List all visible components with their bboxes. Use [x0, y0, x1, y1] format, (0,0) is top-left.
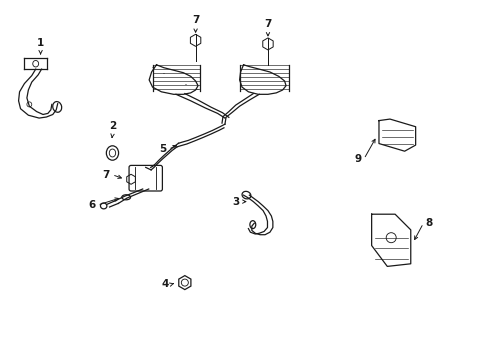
Text: 5: 5 — [159, 144, 166, 154]
Text: 2: 2 — [109, 121, 116, 131]
Text: 3: 3 — [232, 197, 239, 207]
Text: 7: 7 — [102, 170, 110, 180]
Text: 9: 9 — [354, 154, 361, 164]
Text: 7: 7 — [191, 15, 199, 25]
Text: 1: 1 — [37, 37, 44, 48]
Text: 6: 6 — [88, 200, 95, 210]
Text: 8: 8 — [425, 218, 432, 228]
Text: 4: 4 — [161, 279, 168, 289]
Text: 7: 7 — [264, 19, 271, 29]
